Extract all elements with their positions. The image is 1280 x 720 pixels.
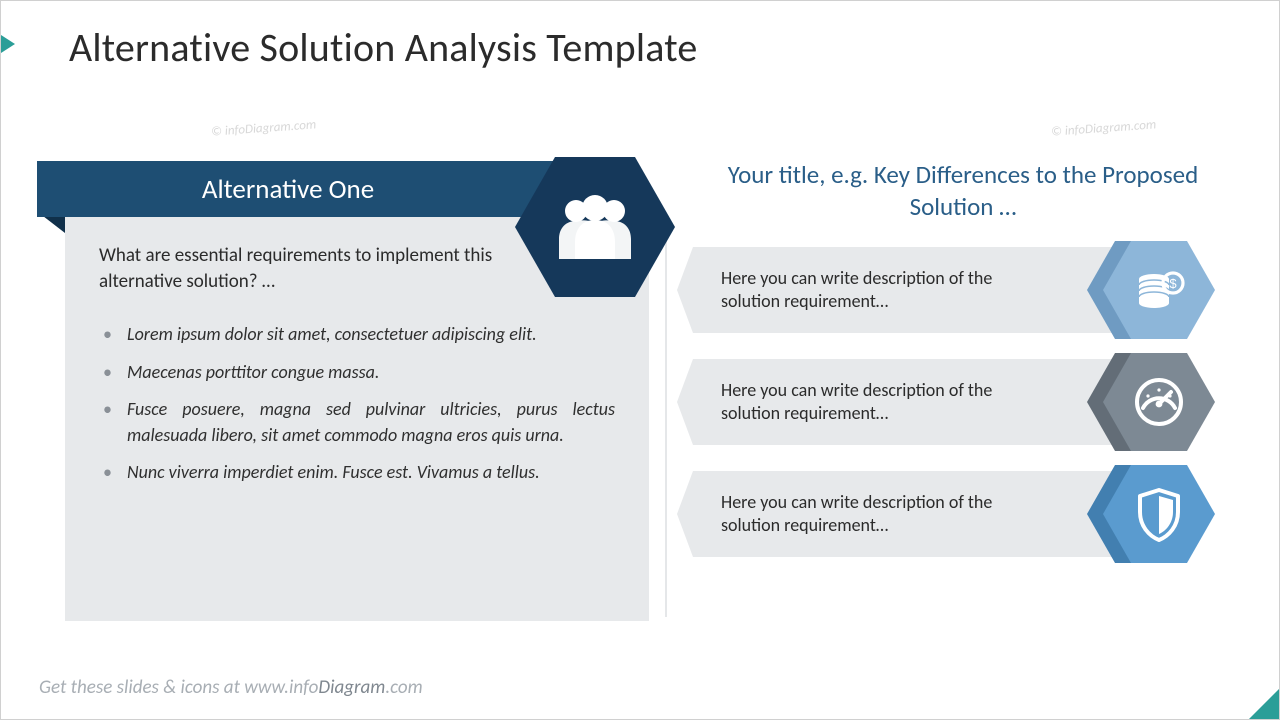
watermark: © infoDiagram.com bbox=[211, 117, 317, 139]
bullet-list: Lorem ipsum dolor sit amet, consectetuer… bbox=[99, 322, 615, 486]
alternative-heading: Alternative One bbox=[202, 173, 374, 206]
intro-question: What are essential requirements to imple… bbox=[99, 243, 509, 294]
bullet-item: Maecenas porttitor congue massa. bbox=[99, 360, 615, 386]
footer-brand: info bbox=[289, 676, 318, 699]
row-text: Here you can write description of the so… bbox=[721, 491, 1051, 538]
coins-icon: $ bbox=[1132, 263, 1186, 317]
shield-icon bbox=[1134, 486, 1184, 542]
footer-brand: Diagram bbox=[318, 676, 385, 699]
footer-prefix: Get these slides & icons at www. bbox=[39, 676, 289, 699]
difference-row: Here you can write description of the so… bbox=[677, 465, 1247, 563]
differences-panel: Your title, e.g. Key Differences to the … bbox=[677, 159, 1249, 577]
bullet-item: Nunc viverra imperdiet enim. Fusce est. … bbox=[99, 460, 615, 486]
gauge-icon bbox=[1131, 374, 1187, 430]
vertical-divider bbox=[665, 229, 667, 617]
row-text: Here you can write description of the so… bbox=[721, 267, 1051, 314]
bullet-item: Fusce posuere, magna sed pulvinar ultric… bbox=[99, 397, 615, 448]
row-text: Here you can write description of the so… bbox=[721, 379, 1051, 426]
difference-row: Here you can write description of the so… bbox=[677, 241, 1247, 339]
differences-title: Your title, e.g. Key Differences to the … bbox=[687, 159, 1239, 223]
footer-credit: Get these slides & icons at www.infoDiag… bbox=[39, 676, 423, 699]
watermark: © infoDiagram.com bbox=[1051, 117, 1157, 139]
difference-row: Here you can write description of the so… bbox=[677, 353, 1247, 451]
people-group-icon bbox=[552, 195, 638, 259]
corner-accent bbox=[1249, 689, 1279, 719]
slide-title: Alternative Solution Analysis Template bbox=[69, 23, 698, 72]
svg-text:$: $ bbox=[1169, 276, 1177, 291]
bullet-item: Lorem ipsum dolor sit amet, consectetuer… bbox=[99, 322, 615, 348]
footer-suffix: .com bbox=[385, 676, 422, 699]
edge-accent bbox=[1, 35, 15, 53]
